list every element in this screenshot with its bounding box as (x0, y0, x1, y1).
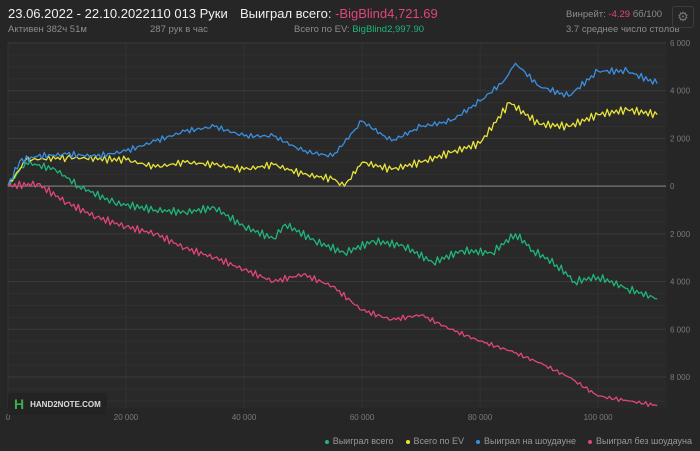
y-tick-label: 6 000 (670, 39, 691, 48)
hands-per-hour: 287 рук в час (150, 24, 208, 35)
won-total: Выиграл всего: -BigBlind4,721.69 (240, 6, 438, 21)
legend-label: Выиграл на шоудауне (484, 436, 576, 446)
winrate-unit: бб/100 (632, 9, 663, 20)
series-line-3 (7, 180, 658, 408)
gear-icon[interactable]: ⚙ (672, 6, 694, 28)
hands-count: 110 013 Руки (150, 6, 228, 21)
legend-item[interactable]: Выиграл всего (324, 436, 394, 446)
logo-icon: H (14, 396, 25, 412)
legend-item[interactable]: Всего по EV (405, 436, 465, 446)
series-line-0 (7, 160, 658, 300)
legend-dot-icon (476, 439, 481, 444)
x-tick-label: 20 000 (114, 413, 139, 422)
won-total-value: -BigBlind4,721.69 (335, 6, 438, 21)
hand2note-logo: H HAND2NOTE.COM (8, 393, 107, 415)
x-tick-label: 80 000 (468, 413, 493, 422)
winrate-value: -4.29 (608, 9, 631, 20)
y-tick-label: 0 (670, 182, 675, 191)
ev-label: Всего по EV: (294, 24, 350, 35)
y-tick-label: 8 000 (670, 373, 691, 382)
series-line-2 (7, 62, 658, 187)
legend-item[interactable]: Выиграл без шоудауна (588, 436, 692, 446)
y-tick-label: 2 000 (670, 230, 691, 239)
ev-value: BigBlind2,997.90 (352, 24, 425, 35)
y-tick-label: 2 000 (670, 134, 691, 143)
x-tick-label: 40 000 (232, 413, 257, 422)
legend-label: Выиграл всего (332, 436, 394, 446)
legend-dot-icon (588, 439, 592, 444)
winrate: Винрейт: -4.29 бб/100 (566, 9, 662, 20)
legend-item[interactable]: Выиграл на шоудауне (476, 436, 576, 446)
y-tick-label: 6 000 (670, 325, 691, 334)
date-range: 23.06.2022 - 22.10.2022 (8, 6, 150, 21)
series-line-1 (7, 101, 658, 187)
legend-dot-icon (324, 439, 329, 444)
avg-tables: 3.7 среднее число столов (566, 24, 680, 35)
x-tick-label: 0 (6, 413, 11, 422)
won-total-label: Выиграл всего: (240, 6, 332, 21)
y-tick-label: 4 000 (670, 278, 691, 287)
ev-total: Всего по EV: BigBlind2,997.90 (294, 24, 424, 35)
legend-dot-icon (405, 439, 410, 444)
x-tick-label: 60 000 (350, 413, 375, 422)
y-tick-label: 4 000 (670, 87, 691, 96)
logo-text: HAND2NOTE.COM (30, 399, 101, 409)
legend-label: Выиграл без шоудауна (596, 436, 692, 446)
legend-label: Всего по EV (413, 436, 465, 446)
winrate-label: Винрейт: (566, 9, 606, 20)
x-tick-label: 100 000 (584, 413, 613, 422)
active-time: Активен 382ч 51м (8, 24, 87, 35)
legend: Выиграл всего Всего по EV Выиграл на шоуда… (324, 436, 692, 446)
plot-area (8, 43, 666, 408)
